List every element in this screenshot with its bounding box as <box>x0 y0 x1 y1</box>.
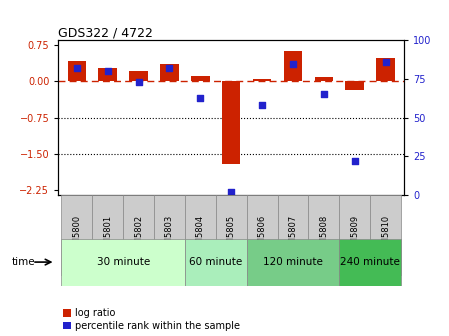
Text: GSM5806: GSM5806 <box>258 215 267 255</box>
Bar <box>339 195 370 276</box>
Point <box>228 189 235 195</box>
Bar <box>253 79 271 81</box>
Bar <box>345 81 364 90</box>
Bar <box>247 195 277 276</box>
Bar <box>154 195 185 276</box>
Point <box>166 66 173 71</box>
Point <box>73 66 80 71</box>
Bar <box>123 195 154 276</box>
Point <box>382 59 389 65</box>
Text: GSM5805: GSM5805 <box>227 215 236 255</box>
Text: GSM5802: GSM5802 <box>134 215 143 255</box>
Bar <box>185 239 247 286</box>
Point <box>290 61 297 66</box>
Text: GSM5809: GSM5809 <box>350 215 359 255</box>
Point <box>104 69 111 74</box>
Text: GSM5800: GSM5800 <box>72 215 81 255</box>
Text: 240 minute: 240 minute <box>340 257 400 267</box>
Text: time: time <box>12 257 35 267</box>
Text: 30 minute: 30 minute <box>97 257 150 267</box>
Text: 120 minute: 120 minute <box>263 257 323 267</box>
Bar <box>185 195 216 276</box>
Bar <box>370 195 401 276</box>
Point <box>259 102 266 108</box>
Bar <box>277 195 308 276</box>
Bar <box>339 239 401 286</box>
Bar <box>129 71 148 81</box>
Bar <box>92 195 123 276</box>
Bar <box>68 61 86 81</box>
Bar <box>315 77 333 81</box>
Bar <box>62 195 92 276</box>
Text: GSM5810: GSM5810 <box>381 215 390 255</box>
Text: GSM5803: GSM5803 <box>165 215 174 255</box>
Bar <box>98 68 117 81</box>
Text: GSM5808: GSM5808 <box>319 215 328 255</box>
Point <box>351 158 358 164</box>
Bar <box>376 58 395 81</box>
Bar <box>62 239 185 286</box>
Text: GDS322 / 4722: GDS322 / 4722 <box>58 26 153 39</box>
Bar <box>247 239 339 286</box>
Bar <box>222 81 241 164</box>
Bar <box>191 76 210 81</box>
Bar <box>308 195 339 276</box>
Text: GSM5804: GSM5804 <box>196 215 205 255</box>
Text: GSM5807: GSM5807 <box>288 215 298 255</box>
Text: 60 minute: 60 minute <box>189 257 242 267</box>
Bar <box>160 65 179 81</box>
Bar <box>284 51 302 81</box>
Point <box>197 95 204 100</box>
Point <box>135 79 142 85</box>
Point <box>320 92 327 97</box>
Text: GSM5801: GSM5801 <box>103 215 112 255</box>
Bar <box>216 195 247 276</box>
Legend: log ratio, percentile rank within the sample: log ratio, percentile rank within the sa… <box>63 308 240 331</box>
